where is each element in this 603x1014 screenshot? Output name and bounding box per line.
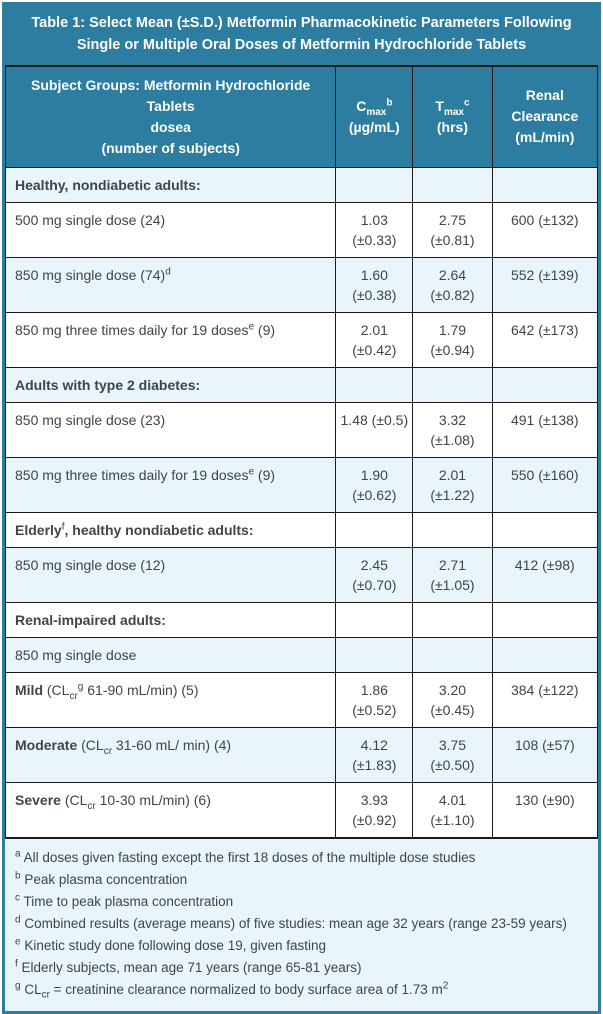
cmax-value-cell [335, 366, 414, 403]
cmax-symbol: Cmaxb [356, 96, 393, 118]
table-row: Elderlyf, healthy nondiabetic adults: [4, 511, 599, 548]
tmax-value-cell [412, 636, 493, 673]
renal-line2: Clearance [511, 108, 579, 124]
tmax-value-cell [412, 601, 493, 638]
tmax-value-cell: 4.01 (±1.10) [412, 781, 493, 838]
row-label-cell: 500 mg single dose (24) [4, 201, 337, 258]
cmax-value-cell [335, 166, 414, 203]
footnote: e Kinetic study done following dose 19, … [15, 936, 327, 953]
row-label-cell: 850 mg three times daily for 19 dosese (… [4, 456, 337, 513]
col-header-subject-groups: Subject Groups: Metformin Hydrochloride … [4, 65, 337, 168]
footnote: f Elderly subjects, mean age 71 years (r… [15, 958, 362, 975]
row-label-cell: Adults with type 2 diabetes: [4, 366, 337, 403]
cmax-value-cell: 2.01 (±0.42) [335, 311, 414, 368]
row-label-cell: 850 mg single dose (74)d [4, 256, 337, 313]
tmax-symbol: Tmaxc [435, 96, 470, 118]
renal-clearance-value-cell: 130 (±90) [491, 781, 599, 838]
tmax-value-cell: 3.32 (±1.08) [412, 401, 493, 458]
footnote: b Peak plasma concentration [15, 870, 188, 887]
tmax-value-cell: 2.71 (±1.05) [412, 546, 493, 603]
row-label-cell: 850 mg single dose [4, 636, 337, 673]
footnote: a All doses given fasting except the fir… [15, 848, 476, 865]
table-row: Healthy, nondiabetic adults: [4, 166, 599, 203]
tmax-value-cell: 2.64 (±0.82) [412, 256, 493, 313]
table-row: 850 mg three times daily for 19 dosese (… [4, 311, 599, 368]
tmax-value-cell [412, 511, 493, 548]
table-row: 500 mg single dose (24) 1.03 (±0.33) 2.7… [4, 201, 599, 258]
tmax-value-cell [412, 166, 493, 203]
renal-clearance-value-cell: 412 (±98) [491, 546, 599, 603]
row-label-cell: Moderate (CLcr 31-60 mL/ min) (4) [4, 726, 337, 783]
renal-clearance-value-cell: 642 (±173) [491, 311, 599, 368]
cmax-unit: (µg/mL) [348, 118, 400, 135]
renal-clearance-value-cell: 108 (±57) [491, 726, 599, 783]
tmax-value-cell [412, 366, 493, 403]
tmax-value-cell: 1.79 (±0.94) [412, 311, 493, 368]
table-title: Table 1: Select Mean (±S.D.) Metformin P… [5, 5, 598, 66]
table-row: 850 mg three times daily for 19 dosese (… [4, 456, 599, 513]
footnote: g CLcr = creatinine clearance normalized… [15, 980, 449, 1001]
cmax-value-cell: 2.45 (±0.70) [335, 546, 414, 603]
cmax-value-cell: 1.86 (±0.52) [335, 671, 414, 728]
cmax-value-cell: 1.90 (±0.62) [335, 456, 414, 513]
footnotes: a All doses given fasting except the fir… [5, 837, 598, 1011]
table-row: 850 mg single dose (74)d 1.60 (±0.38) 2.… [4, 256, 599, 313]
tmax-value-cell: 2.75 (±0.81) [412, 201, 493, 258]
table-header: Subject Groups: Metformin Hydrochloride … [4, 65, 599, 168]
renal-clearance-value-cell [491, 166, 599, 203]
header-row: Subject Groups: Metformin Hydrochloride … [4, 65, 599, 168]
cmax-value-cell: 3.93 (±0.92) [335, 781, 414, 838]
table-row: 850 mg single dose (12) 2.45 (±0.70) 2.7… [4, 546, 599, 603]
col-header-renal-clearance: Renal Clearance (mL/min) [491, 65, 599, 168]
row-label-cell: Severe (CLcr 10-30 mL/min) (6) [4, 781, 337, 838]
renal-clearance-value-cell: 491 (±138) [491, 401, 599, 458]
row-label-cell: 850 mg three times daily for 19 dosese (… [4, 311, 337, 368]
cmax-value-cell: 4.12 (±1.83) [335, 726, 414, 783]
renal-clearance-value-cell: 600 (±132) [491, 201, 599, 258]
col-header-cmax: Cmaxb (µg/mL) [335, 65, 414, 168]
footnote: c Time to peak plasma concentration [15, 892, 234, 909]
renal-clearance-value-cell: 550 (±160) [491, 456, 599, 513]
row-label-cell: Mild (CLcrg 61-90 mL/min) (5) [4, 671, 337, 728]
tmax-unit: (hrs) [436, 118, 469, 135]
row-label-cell: 850 mg single dose (23) [4, 401, 337, 458]
tmax-value-cell: 2.01 (±1.22) [412, 456, 493, 513]
table-row: Moderate (CLcr 31-60 mL/ min) (4) 4.12 (… [4, 726, 599, 783]
row-label-cell: Healthy, nondiabetic adults: [4, 166, 337, 203]
table-row: 850 mg single dose [4, 636, 599, 673]
table-body: Healthy, nondiabetic adults: 500 mg sing… [4, 166, 599, 838]
table-row: 850 mg single dose (23) 1.48 (±0.5) 3.32… [4, 401, 599, 458]
cmax-value-cell [335, 636, 414, 673]
renal-clearance-value-cell [491, 636, 599, 673]
renal-clearance-value-cell: 552 (±139) [491, 256, 599, 313]
col-header-tmax: Tmaxc (hrs) [412, 65, 493, 168]
table-row: Renal-impaired adults: [4, 601, 599, 638]
table-row: Severe (CLcr 10-30 mL/min) (6) 3.93 (±0.… [4, 781, 599, 838]
renal-clearance-value-cell [491, 601, 599, 638]
cmax-value-cell [335, 511, 414, 548]
cmax-value-cell [335, 601, 414, 638]
subject-groups-line2: dosea [150, 118, 191, 135]
subject-groups-line1: Subject Groups: Metformin Hydrochloride … [31, 76, 311, 114]
tmax-value-cell: 3.20 (±0.45) [412, 671, 493, 728]
table-row: Adults with type 2 diabetes: [4, 366, 599, 403]
footnote: d Combined results (average means) of fi… [15, 914, 567, 931]
cmax-value-cell: 1.03 (±0.33) [335, 201, 414, 258]
subject-groups-line3: (number of subjects) [101, 139, 240, 156]
cmax-value-cell: 1.48 (±0.5) [335, 401, 414, 458]
tmax-value-cell: 3.75 (±0.50) [412, 726, 493, 783]
table-row: Mild (CLcrg 61-90 mL/min) (5) 1.86 (±0.5… [4, 671, 599, 728]
pk-data-grid: Subject Groups: Metformin Hydrochloride … [4, 65, 599, 838]
renal-line1: Renal [525, 87, 564, 103]
renal-clearance-value-cell [491, 511, 599, 548]
row-label-cell: 850 mg single dose (12) [4, 546, 337, 603]
renal-clearance-value-cell: 384 (±122) [491, 671, 599, 728]
row-label-cell: Renal-impaired adults: [4, 601, 337, 638]
renal-line3: (mL/min) [515, 129, 575, 145]
row-label-cell: Elderlyf, healthy nondiabetic adults: [4, 511, 337, 548]
renal-clearance-value-cell [491, 366, 599, 403]
cmax-value-cell: 1.60 (±0.38) [335, 256, 414, 313]
